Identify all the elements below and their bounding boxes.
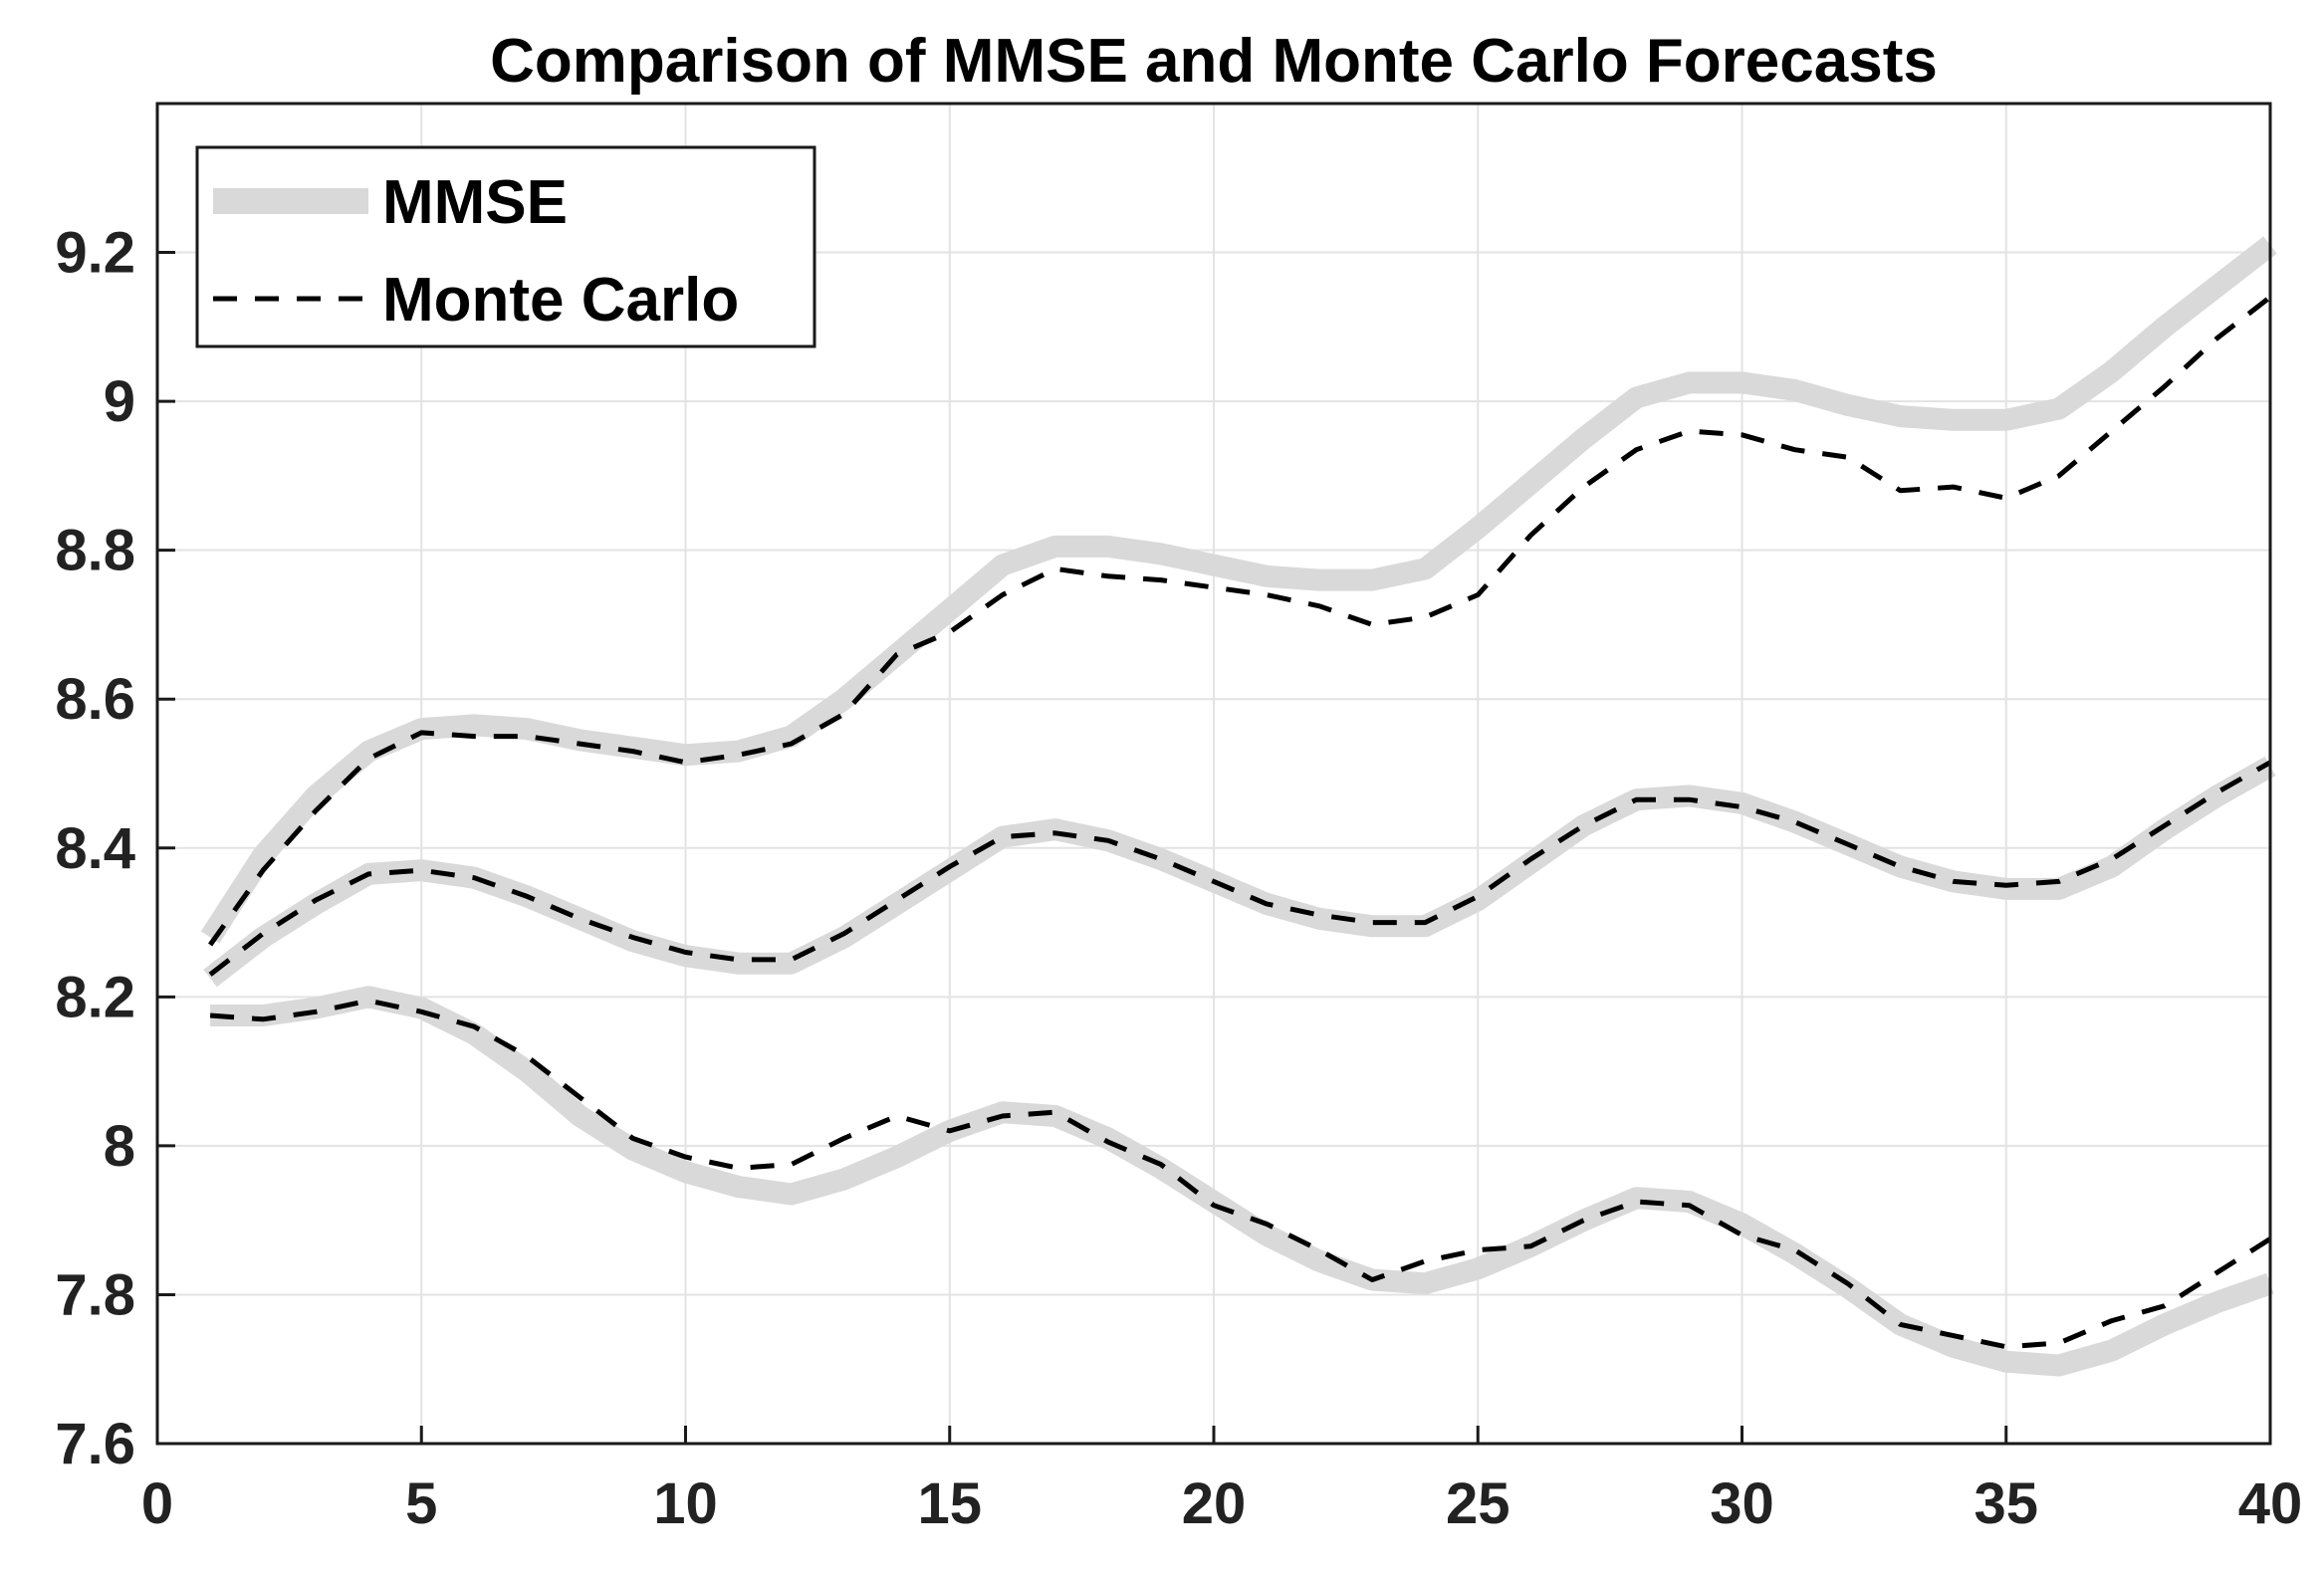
- legend-label-mmse: MMSE: [382, 168, 568, 237]
- mmse-line-upper: [200, 236, 2277, 944]
- x-tick-label: 30: [1710, 1471, 1774, 1536]
- x-tick-label: 0: [141, 1471, 173, 1536]
- y-tick-label: 8.2: [55, 965, 135, 1029]
- legend-label-monte-carlo: Monte Carlo: [382, 266, 739, 335]
- x-tick-label: 20: [1182, 1471, 1247, 1536]
- chart-title: Comparison of MMSE and Monte Carlo Forec…: [490, 27, 1938, 96]
- y-tick-label: 8.6: [55, 667, 135, 732]
- y-axis: 7.6 7.8 8 8.2 8.4 8.6 8.8 9 9.2: [55, 221, 175, 1476]
- legend: MMSE Monte Carlo: [195, 145, 816, 348]
- mmse-line-lower: [210, 986, 2274, 1377]
- legend-box: [195, 145, 816, 348]
- x-tick-label: 25: [1446, 1471, 1511, 1536]
- series-layer: [200, 236, 2277, 1377]
- x-tick-label: 15: [917, 1471, 982, 1536]
- y-tick-label: 7.6: [55, 1412, 135, 1476]
- grid: [156, 104, 2271, 1445]
- y-tick-label: 9: [104, 369, 135, 434]
- x-tick-label: 35: [1974, 1471, 2038, 1536]
- y-tick-label: 8.4: [55, 816, 135, 881]
- y-tick-label: 7.8: [55, 1262, 135, 1327]
- y-tick-label: 9.2: [55, 221, 135, 286]
- monte-carlo-line-center: [208, 760, 2272, 977]
- x-tick-label: 40: [2238, 1471, 2303, 1536]
- y-tick-label: 8.8: [55, 519, 135, 583]
- monte-carlo-line-upper: [208, 295, 2272, 947]
- x-tick-label: 5: [405, 1471, 437, 1536]
- mmse-line-center: [203, 756, 2276, 988]
- x-axis: 0 5 10 15 20 25 30 35 40: [141, 1426, 2302, 1536]
- y-tick-label: 8: [104, 1114, 135, 1179]
- x-tick-label: 10: [653, 1471, 718, 1536]
